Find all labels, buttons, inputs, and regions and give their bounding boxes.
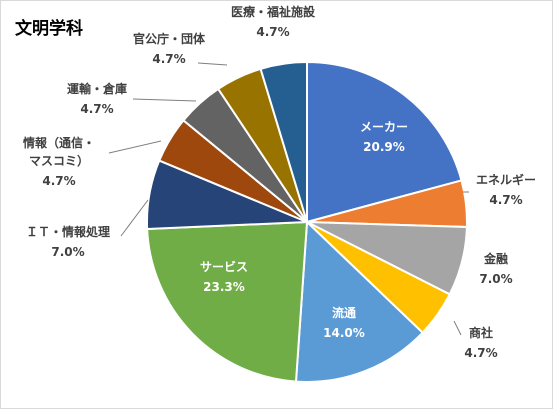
chart-title: 文明学科: [15, 19, 83, 39]
slice-value-7: 7.0%: [51, 245, 84, 259]
leader-line-10: [197, 62, 228, 66]
slice-label-4: 商社: [469, 325, 493, 340]
pie-slice-5: [294, 219, 425, 383]
slice-label-5: 流通: [332, 305, 356, 320]
slice-label-7: ＩＴ・情報処理: [26, 224, 110, 239]
slice-label-8-line-1: 情報（通信・: [23, 135, 95, 150]
slice-value-11: 4.7%: [256, 25, 289, 39]
slice-value-5: 14.0%: [323, 326, 365, 340]
pie-slice-6: [146, 220, 309, 383]
slice-value-10: 4.7%: [152, 52, 185, 66]
slice-value-4: 4.7%: [464, 346, 497, 360]
slice-label-11: 医療・福祉施設: [231, 4, 316, 19]
slice-label-9: 運輸・倉庫: [67, 81, 127, 96]
slice-label-3: 金融: [483, 251, 508, 266]
leader-line-9: [132, 98, 197, 102]
slice-label-6: サービス: [200, 259, 248, 274]
leader-line-8: [108, 140, 162, 154]
slice-value-6: 23.3%: [203, 280, 245, 294]
slice-value-9: 4.7%: [80, 102, 113, 116]
slice-value-3: 7.0%: [479, 272, 512, 286]
slice-label-10: 官公庁・団体: [133, 31, 206, 46]
leader-line-7: [120, 199, 149, 237]
slice-label-1: メーカー: [360, 120, 408, 134]
slice-label-2: エネルギー: [476, 172, 536, 187]
slice-value-2: 4.7%: [489, 193, 522, 207]
pie-slice-11: [259, 60, 308, 223]
slice-value-1: 20.9%: [363, 140, 405, 154]
pie-slice-1: [306, 60, 463, 224]
leader-line-4: [453, 320, 462, 336]
slice-label-8-line-2: マスコミ）: [29, 153, 89, 168]
slice-value-8: 4.7%: [42, 174, 75, 188]
